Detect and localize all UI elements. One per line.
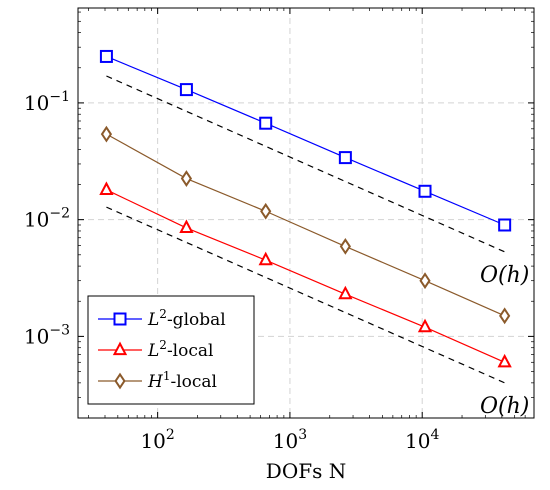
data-point: [418, 184, 432, 198]
series-l2-local: [99, 181, 512, 368]
x-tick-label: 104: [405, 427, 439, 453]
data-point: [338, 285, 353, 300]
data-point: [499, 307, 511, 325]
data-series: [99, 49, 512, 368]
series-line: [106, 189, 505, 363]
y-tick-label: 10−2: [24, 206, 70, 232]
data-point: [417, 318, 433, 333]
legend-entry: L2-global: [98, 307, 226, 330]
reference-line: [106, 75, 505, 253]
x-axis-label: DOFs N: [266, 459, 346, 483]
data-point: [419, 272, 431, 290]
series-line: [106, 133, 505, 317]
legend-marker: [114, 372, 126, 390]
reference-line-label: O(h): [480, 263, 529, 288]
data-point: [100, 125, 113, 143]
plot-area-frame: [77, 7, 535, 419]
data-point: [339, 238, 351, 255]
legend-entry: L2-local: [98, 338, 213, 361]
data-point: [260, 202, 272, 220]
legend-label: L2-local: [147, 338, 213, 361]
y-tick-label: 10−3: [24, 322, 70, 348]
legend-marker: [113, 312, 127, 326]
y-tick-label: 10−1: [24, 89, 70, 115]
series-h1-local: [100, 125, 511, 325]
reference-line-label: O(h): [480, 394, 529, 419]
series-line: [106, 55, 505, 226]
axis-ticks: 102 103 104 10−1 10−2 10−3: [24, 8, 534, 453]
series-l2-global: [99, 49, 512, 232]
data-point: [99, 181, 114, 195]
data-point: [179, 219, 194, 234]
data-point: [179, 83, 193, 97]
data-point: [338, 151, 352, 165]
legend-marker: [112, 341, 128, 356]
data-point: [497, 353, 512, 368]
legend: L2-global L2-local H1-local: [87, 295, 255, 405]
x-tick-label: 103: [273, 427, 307, 453]
data-point: [180, 170, 193, 187]
data-point: [99, 49, 113, 63]
x-tick-label: 102: [140, 427, 174, 453]
reference-lines: O(h) O(h): [106, 75, 529, 419]
data-point: [498, 218, 512, 232]
legend-label: H1-local: [147, 369, 217, 392]
legend-entry: H1-local: [98, 369, 217, 392]
data-point: [259, 116, 273, 130]
legend-label: L2-global: [147, 307, 226, 330]
data-point: [258, 251, 273, 266]
